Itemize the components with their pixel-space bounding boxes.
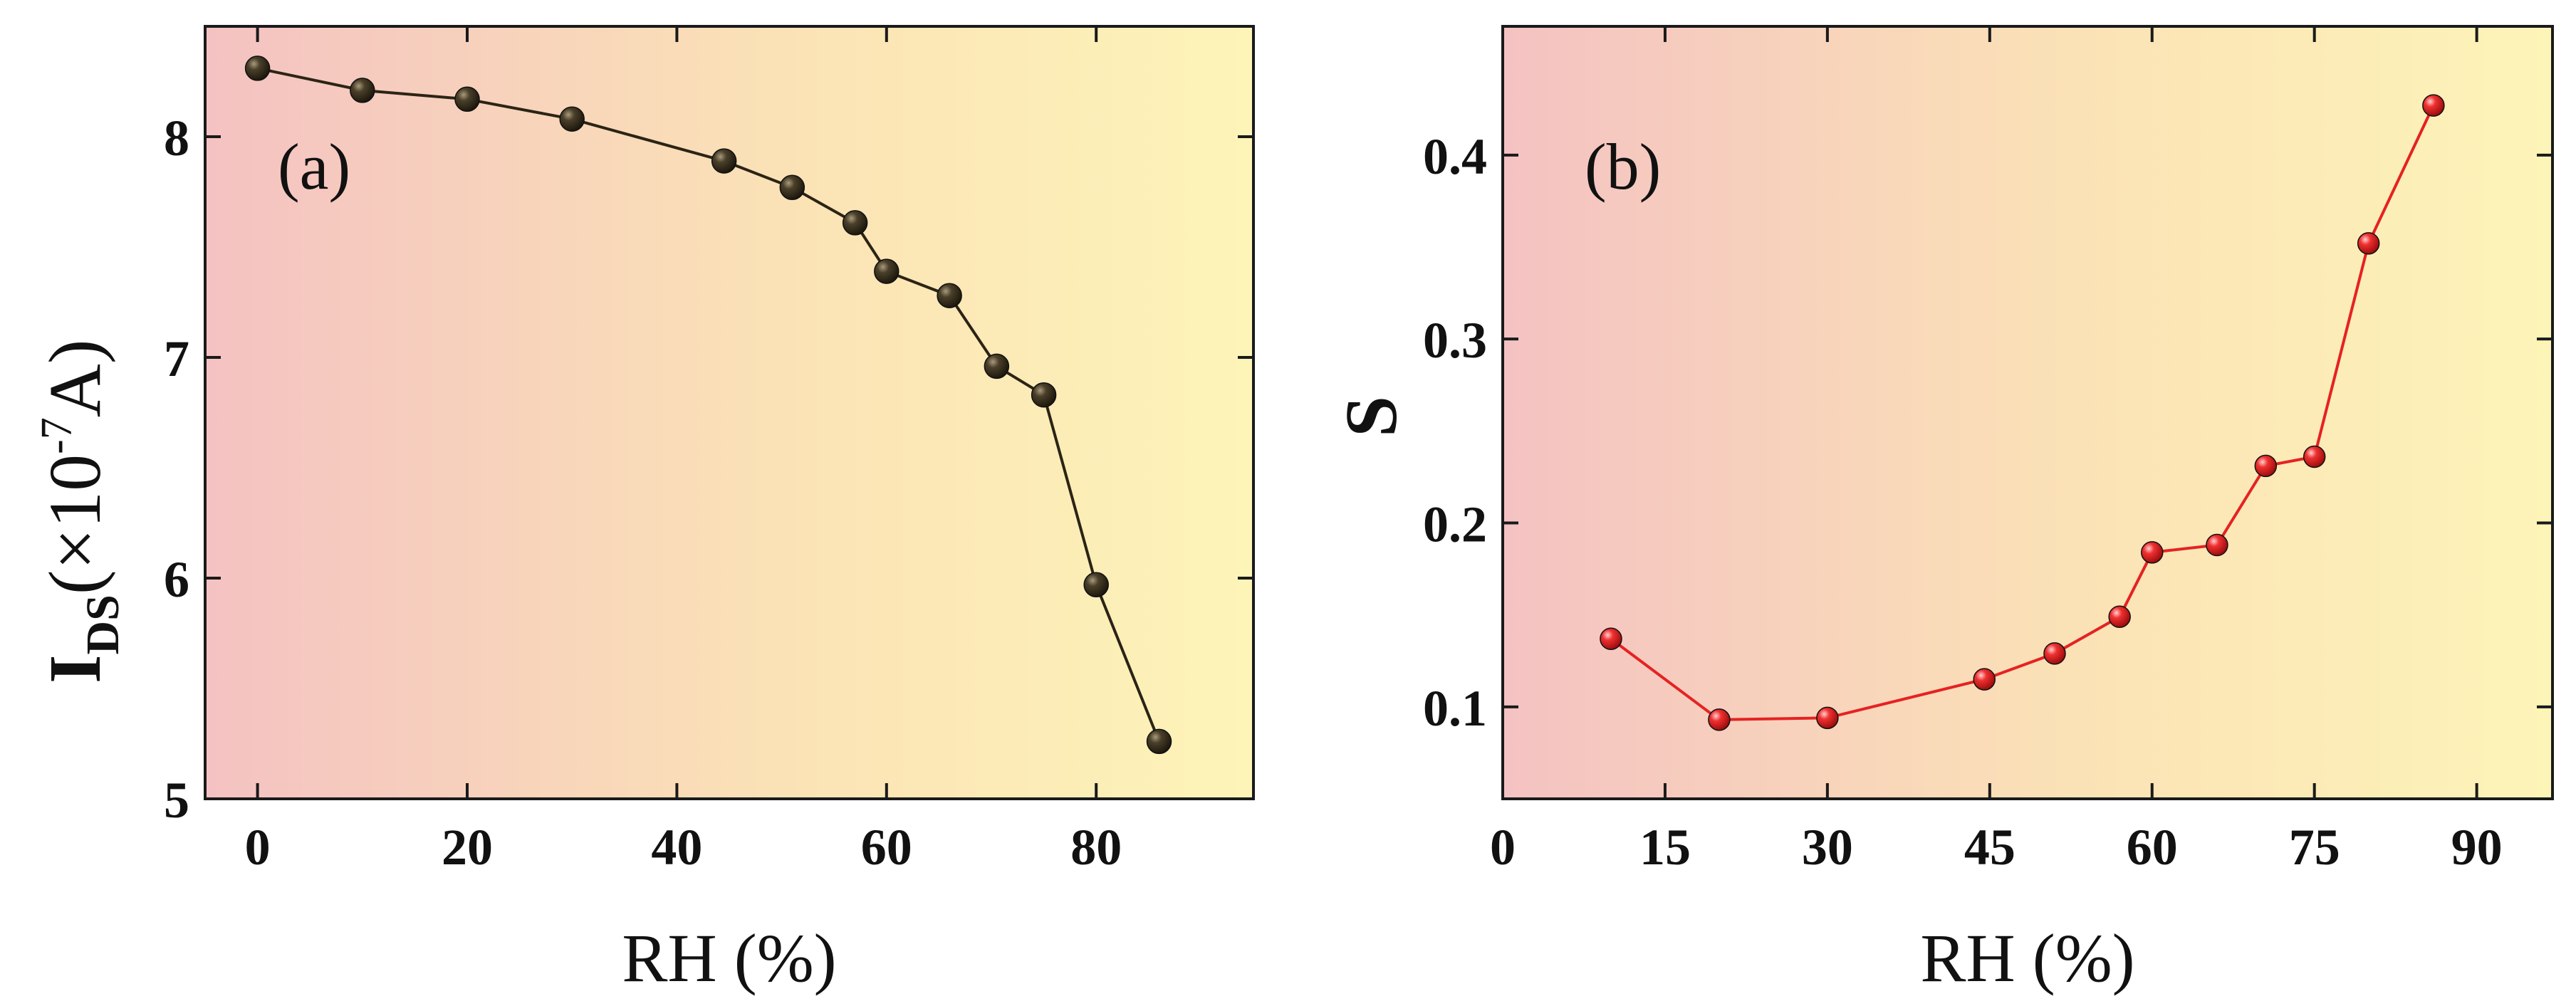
y-tick-label-a-2: 7 [164,330,189,387]
data-point-a-11 [1083,572,1109,598]
y-axis-title-a-main: I [34,655,116,683]
data-point-b-7 [2206,533,2228,557]
data-point-b-1 [1708,708,1731,731]
x-tick-label-b-3: 45 [1964,819,2016,876]
x-tick-label-a-0: 0 [245,819,271,876]
x-tick-label-b-4: 60 [2127,819,2178,876]
data-point-b-4 [2043,642,2066,665]
x-tick-label-b-2: 30 [1802,819,1853,876]
panel-label-b: (b) [1585,130,1661,203]
chart-panel-a: 0 20 40 60 80 5 6 7 8 (a) RH (%) IDS(×10-7A) [33,25,1255,996]
x-tick-label-a-2: 40 [651,819,702,876]
data-point-b-5 [2108,605,2131,628]
data-point-b-2 [1816,706,1839,730]
y-axis-title-a-prefix: (×10 [34,454,116,594]
data-point-b-11 [2422,94,2445,117]
data-point-b-0 [1600,627,1622,650]
series-ids [244,56,1172,755]
chart-panel-b: 0 15 30 45 60 75 90 0.1 0.2 0.3 0.4 (b) RH (%) S [1330,25,2554,996]
data-point-b-8 [2254,454,2278,478]
x-tick-label-b-0: 0 [1490,819,1516,876]
y-axis-title-a-subscript: DS [77,594,129,654]
series-s [1600,94,2445,731]
y-axis-title-a: IDS(×10-7A) [33,339,129,683]
x-axis-title-a: RH (%) [622,920,836,996]
y-tick-label-b-0: 0.1 [1423,680,1487,737]
y-tick-label-b-1: 0.2 [1423,496,1487,553]
y-ticks-b: 0.1 0.2 0.3 0.4 [1423,128,2552,737]
x-tick-label-b-1: 15 [1639,819,1691,876]
y-axis-title-a-suffix: A) [34,339,116,417]
plot-background-b [1503,26,2552,799]
series-line-b-0 [1610,105,2435,721]
data-point-a-7 [874,258,899,284]
y-tick-label-b-2: 0.3 [1423,312,1487,369]
data-point-a-0 [244,56,271,81]
axes-frame-a [204,25,1255,800]
y-tick-label-a-0: 5 [164,772,189,829]
data-point-a-8 [937,283,962,308]
x-ticks-a: 0 20 40 60 80 [245,26,1122,876]
svg-text:IDS(×10-7A): IDS(×10-7A) [33,339,129,683]
axes-frame-b [1501,25,2554,800]
y-ticks-a: 5 6 7 8 [164,110,1253,829]
y-tick-label-a-3: 8 [164,110,189,167]
data-point-a-9 [984,353,1010,379]
y-axis-title-b: S [1330,396,1412,437]
plot-background-a [205,26,1253,799]
x-tick-label-b-5: 75 [2289,819,2340,876]
x-tick-label-a-1: 20 [442,819,493,876]
data-point-a-6 [842,210,868,236]
x-tick-label-b-6: 90 [2451,819,2503,876]
data-point-a-4 [711,148,737,174]
x-axis-title-b: RH (%) [1920,920,2134,996]
x-tick-label-a-3: 60 [861,819,912,876]
data-point-b-9 [2303,445,2326,468]
data-point-b-6 [2141,541,2164,564]
data-point-a-1 [350,78,375,103]
data-point-a-2 [454,86,480,112]
data-point-a-10 [1031,382,1057,408]
data-point-b-3 [1973,668,1996,691]
data-point-a-12 [1146,728,1172,755]
data-point-a-3 [559,106,585,132]
y-tick-label-a-1: 6 [164,551,189,608]
y-tick-label-b-3: 0.4 [1423,128,1487,185]
y-axis-title-a-exponent: -7 [33,417,81,454]
x-ticks-b: 0 15 30 45 60 75 90 [1490,26,2503,876]
panel-label-a: (a) [278,130,350,203]
x-tick-label-a-4: 80 [1070,819,1122,876]
data-point-b-10 [2357,232,2380,255]
data-point-a-5 [779,174,805,201]
